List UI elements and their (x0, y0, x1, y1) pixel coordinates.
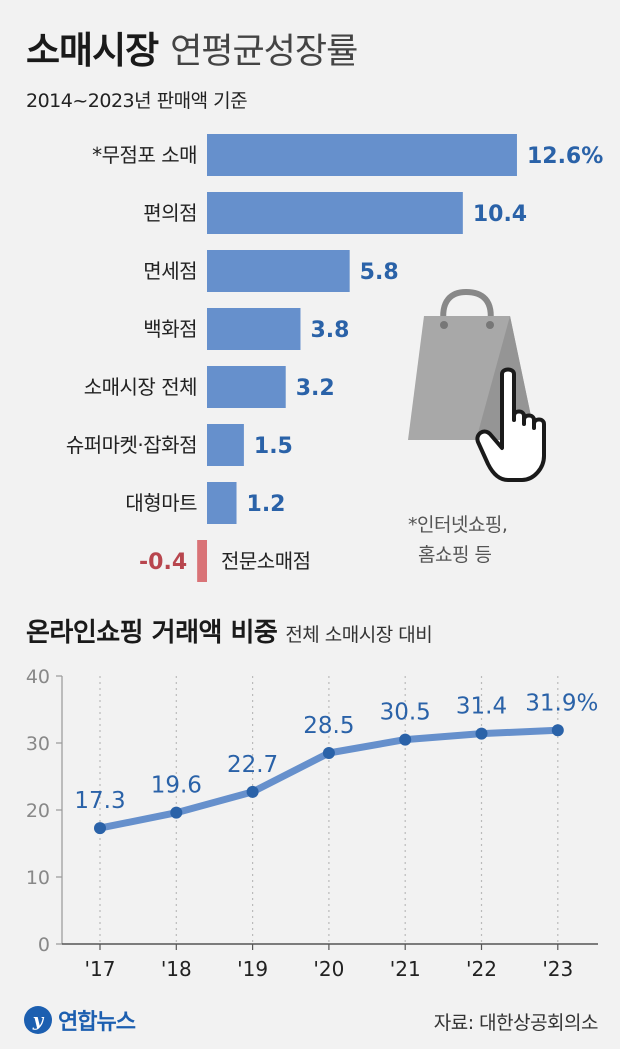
data-point (246, 785, 259, 798)
bar-category-label: 소매시장 전체 (84, 375, 197, 399)
line-chart-subtitle: 전체 소매시장 대비 (285, 624, 433, 646)
data-point (475, 727, 488, 740)
bar-category-label: 대형마트 (125, 491, 197, 515)
bar-1 (207, 192, 463, 234)
x-tick-label: '17 (85, 957, 116, 981)
hand-pointer-icon (475, 367, 546, 482)
data-point (551, 724, 564, 737)
bar-chart-subtitle: 2014~2023년 판매액 기준 (26, 90, 248, 112)
source-credit: 자료: 대한상공회의소 (433, 1012, 599, 1034)
title-main: 소매시장 (26, 29, 159, 72)
bar-value-label: 3.8 (310, 318, 349, 343)
logo-text: 연합뉴스 (58, 1010, 136, 1035)
footnote-line-2: 홈쇼핑 등 (418, 544, 492, 566)
bar-value-label: 1.5 (254, 434, 293, 459)
y-tick-label: 10 (26, 867, 50, 889)
x-tick-label: '20 (313, 957, 344, 981)
bar-category-label: 백화점 (143, 317, 197, 341)
bar-category-label: 슈퍼마켓·잡화점 (66, 433, 197, 457)
x-tick-label: '22 (466, 957, 497, 981)
data-label: 30.5 (380, 700, 431, 726)
bar-category-label: 편의점 (143, 201, 197, 225)
bar-4 (207, 366, 286, 408)
y-tick-label: 30 (26, 733, 50, 755)
footnote-line-1: *인터넷쇼핑, (408, 514, 508, 536)
line-chart: 0 10 20 30 40 '17 '18 '19 '20 '21 '22 '23 17.3 19.6… (26, 666, 599, 981)
title-secondary: 연평균성장률 (170, 32, 358, 72)
bar-category-label: 면세점 (143, 259, 197, 283)
y-tick-label: 40 (26, 666, 50, 688)
bar-7 (197, 540, 207, 582)
line-chart-heading: 온라인쇼핑 거래액 비중 전체 소매시장 대비 (26, 612, 433, 649)
data-label: 31.9% (525, 690, 598, 716)
line-chart-y-ticks: 0 10 20 30 40 (26, 666, 50, 956)
bar-category-label: 전문소매점 (221, 549, 311, 573)
bar-0 (207, 134, 517, 176)
y-tick-label: 0 (38, 934, 50, 956)
data-point (322, 747, 335, 760)
data-point (170, 806, 183, 819)
data-label: 22.7 (227, 752, 278, 778)
y-tick-label: 20 (26, 800, 50, 822)
bar-2 (207, 250, 350, 292)
line-chart-title: 온라인쇼핑 거래액 비중 (26, 618, 278, 648)
x-tick-label: '18 (161, 957, 192, 981)
bar-value-label: 5.8 (360, 260, 399, 285)
bar-6 (207, 482, 237, 524)
footnote: *인터넷쇼핑, 홈쇼핑 등 (408, 510, 508, 570)
data-point (399, 733, 412, 746)
data-point (94, 822, 106, 835)
bar-chart: *무점포 소매 12.6% 편의점 10.4 면세점 5.8 백화점 3.8 소매시장 전체 3.… (66, 134, 603, 582)
data-label: 28.5 (303, 713, 354, 739)
bar-value-label: 3.2 (296, 376, 335, 401)
bar-value-label: 1.2 (247, 492, 286, 517)
logo-mark: y (24, 1006, 52, 1034)
bar-category-label: *무점포 소매 (92, 143, 197, 167)
line-chart-x-ticks: '17 '18 '19 '20 '21 '22 '23 (85, 944, 573, 981)
data-label: 31.4 (456, 694, 507, 720)
bar-5 (207, 424, 244, 466)
data-label: 19.6 (151, 773, 202, 799)
x-tick-label: '23 (542, 957, 573, 981)
line-chart-series: 17.3 19.6 22.7 28.5 30.5 31.4 31.9% (74, 690, 598, 835)
x-tick-label: '21 (390, 957, 421, 981)
x-tick-label: '19 (237, 957, 268, 981)
bar-value-label: -0.4 (139, 550, 187, 575)
bar-value-label: 10.4 (473, 202, 527, 227)
bar-value-label: 12.6% (527, 144, 603, 169)
yonhap-logo: y 연합뉴스 (24, 1004, 136, 1036)
data-label: 17.3 (74, 788, 125, 814)
page-title: 소매시장 연평균성장률 (26, 20, 358, 74)
bar-3 (207, 308, 301, 350)
